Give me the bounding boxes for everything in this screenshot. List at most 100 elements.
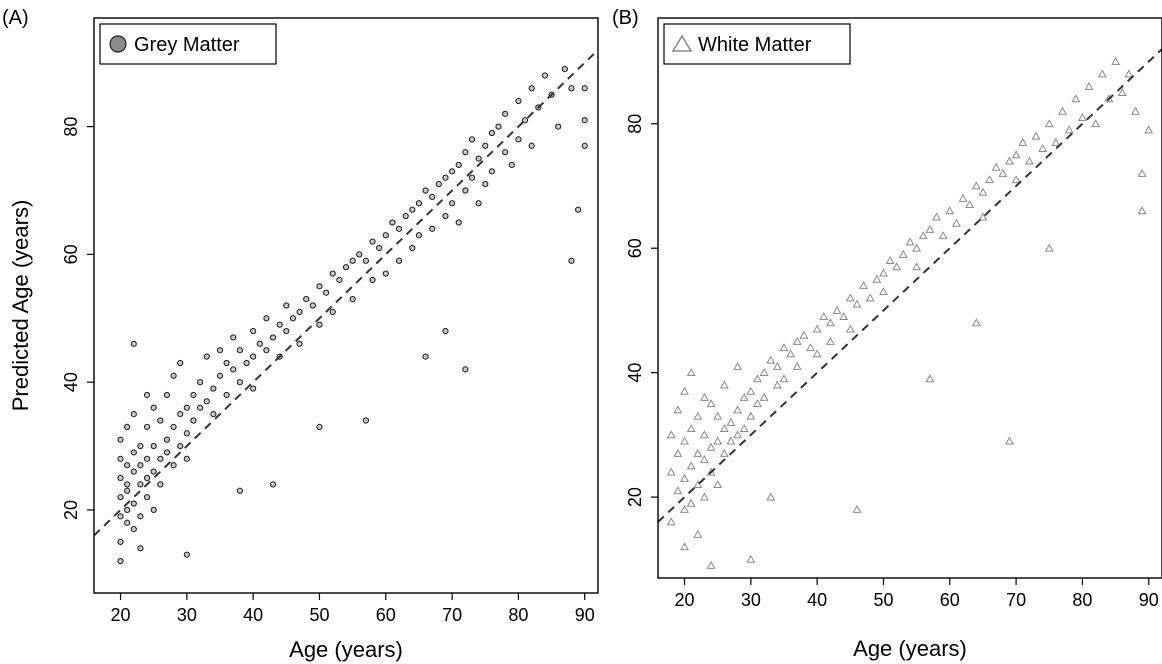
data-point bbox=[918, 231, 928, 240]
plot-frame bbox=[657, 17, 1162, 579]
x-tick-label: 80 bbox=[508, 605, 528, 625]
data-point bbox=[323, 289, 330, 296]
data-point bbox=[462, 366, 469, 373]
data-point bbox=[362, 257, 369, 264]
data-point bbox=[356, 251, 363, 258]
x-tick-label: 90 bbox=[1139, 590, 1159, 610]
data-point bbox=[124, 506, 131, 514]
data-point bbox=[1024, 156, 1034, 165]
data-point bbox=[819, 312, 829, 321]
data-point bbox=[746, 386, 756, 395]
data-point bbox=[488, 168, 495, 175]
data-point bbox=[429, 225, 436, 232]
data-point bbox=[349, 257, 356, 264]
data-point bbox=[482, 142, 489, 149]
data-point bbox=[376, 244, 383, 252]
data-point bbox=[296, 340, 303, 347]
data-point bbox=[865, 293, 875, 302]
data-point bbox=[806, 343, 815, 352]
legend: Grey Matter bbox=[99, 23, 277, 65]
data-point bbox=[256, 340, 263, 347]
data-point bbox=[699, 492, 709, 501]
points bbox=[117, 66, 588, 565]
data-point bbox=[143, 455, 151, 462]
data-point bbox=[130, 526, 137, 533]
data-point bbox=[912, 262, 922, 271]
data-point bbox=[402, 212, 409, 220]
data-point bbox=[190, 391, 197, 399]
data-point bbox=[713, 480, 723, 489]
data-point bbox=[845, 324, 855, 333]
data-point bbox=[699, 455, 709, 464]
data-point bbox=[163, 449, 171, 456]
data-point bbox=[680, 386, 689, 395]
legend-label: Grey Matter bbox=[134, 34, 240, 56]
data-point bbox=[1137, 206, 1147, 215]
data-point bbox=[449, 168, 456, 175]
data-point bbox=[528, 142, 535, 149]
data-point bbox=[680, 473, 689, 482]
data-point bbox=[971, 181, 981, 190]
data-point bbox=[686, 368, 696, 377]
data-point bbox=[157, 481, 164, 488]
data-point bbox=[515, 97, 522, 105]
data-point bbox=[879, 287, 888, 296]
data-point bbox=[680, 504, 689, 513]
data-point bbox=[852, 504, 862, 513]
data-point bbox=[699, 392, 709, 401]
data-point bbox=[1058, 106, 1067, 115]
data-point bbox=[183, 430, 190, 437]
data-point bbox=[1117, 88, 1127, 97]
data-point bbox=[263, 347, 270, 354]
data-point bbox=[449, 200, 456, 207]
data-point bbox=[263, 315, 270, 322]
data-point bbox=[150, 506, 157, 514]
data-point bbox=[978, 212, 988, 221]
data-point bbox=[1044, 243, 1054, 252]
data-point bbox=[673, 405, 683, 414]
plot-frame bbox=[93, 17, 599, 594]
x-tick-label: 40 bbox=[243, 605, 263, 625]
data-point bbox=[395, 225, 403, 232]
data-point bbox=[309, 302, 316, 309]
x-axis-title: Age (years) bbox=[853, 636, 967, 661]
data-point bbox=[230, 334, 237, 341]
data-point bbox=[1011, 150, 1021, 159]
data-point bbox=[872, 274, 882, 283]
data-point bbox=[912, 243, 922, 252]
data-point bbox=[713, 411, 723, 420]
data-point bbox=[303, 296, 310, 303]
data-point bbox=[409, 206, 416, 213]
data-point bbox=[455, 161, 462, 169]
data-point bbox=[666, 517, 676, 526]
data-point bbox=[1064, 125, 1074, 134]
data-point bbox=[236, 487, 243, 494]
data-point bbox=[130, 411, 137, 418]
data-point bbox=[786, 349, 796, 358]
data-point bbox=[163, 436, 171, 443]
y-tick-label: 60 bbox=[625, 238, 645, 258]
data-point bbox=[581, 117, 588, 124]
data-point bbox=[124, 481, 131, 488]
legend-circle-icon bbox=[109, 35, 127, 53]
data-point bbox=[177, 442, 184, 450]
data-point bbox=[1077, 112, 1087, 121]
data-point bbox=[686, 424, 696, 433]
data-point bbox=[666, 430, 676, 439]
data-point bbox=[839, 312, 849, 321]
data-point bbox=[998, 168, 1008, 177]
data-point bbox=[879, 268, 888, 277]
data-point bbox=[528, 85, 535, 92]
data-point bbox=[163, 391, 171, 399]
data-point bbox=[475, 155, 482, 162]
data-point bbox=[395, 257, 403, 264]
x-tick-label: 30 bbox=[741, 590, 761, 610]
data-point bbox=[177, 359, 184, 367]
data-point bbox=[442, 174, 449, 181]
data-point bbox=[799, 330, 809, 339]
legend: White Matter bbox=[663, 23, 851, 65]
data-point bbox=[951, 218, 961, 227]
data-point bbox=[236, 347, 243, 354]
data-point bbox=[203, 353, 210, 360]
data-point bbox=[812, 324, 822, 333]
